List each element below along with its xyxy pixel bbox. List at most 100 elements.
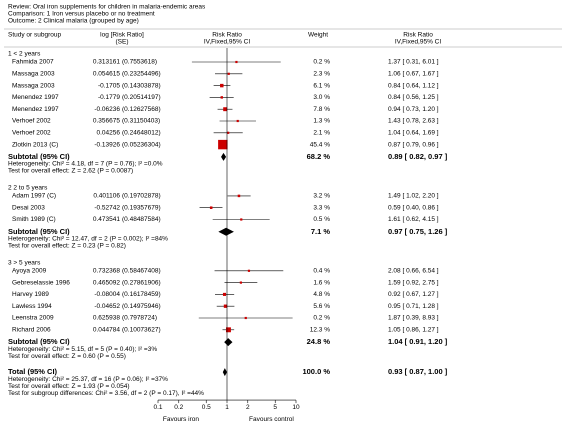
study-square <box>237 194 241 198</box>
x-tick-label: 0.2 <box>174 404 183 411</box>
study-square <box>223 304 228 308</box>
favours-right: Favours control <box>249 416 294 423</box>
study-square <box>240 218 243 221</box>
subtotal-weight: 7.1 % <box>311 227 331 236</box>
study-square <box>220 96 223 99</box>
log-rr: 0.356675 <box>93 118 120 125</box>
subtotal-risk-ratio: 1.04 [ 0.91, 1.20 ] <box>388 337 448 346</box>
se: (0.19357679) <box>122 204 161 211</box>
column-header: Weight <box>308 32 328 39</box>
subtotal-risk-ratio: 0.97 [ 0.75, 1.26 ] <box>388 227 448 236</box>
risk-ratio: 1.61 [ 0.62, 4.15 ] <box>388 216 439 223</box>
study-name: Massaga 2003 <box>12 82 55 89</box>
study-name: Harvey 1989 <box>12 291 49 298</box>
study-name: Zlotkin 2013 (C) <box>12 141 58 148</box>
column-header: IV,Fixed,95% CI <box>204 39 251 46</box>
heterogeneity: Heterogeneity: Chi² = 12.47, df = 2 (P =… <box>8 236 168 243</box>
column-header: Risk Ratio <box>212 32 242 39</box>
column-header: Study or subgroup <box>8 32 62 39</box>
study-name: Verhoef 2002 <box>12 130 51 137</box>
heterogeneity: Heterogeneity: Chi² = 25.37, df = 16 (P … <box>8 376 168 383</box>
outcome: Outcome: 2 Clinical malaria (grouped by … <box>8 18 139 25</box>
risk-ratio: 1.37 [ 0.31, 6.01 ] <box>388 59 439 66</box>
x-tick-label: 2 <box>246 404 250 411</box>
se: (0.23254496) <box>122 71 161 78</box>
se: (0.19702878) <box>122 193 161 200</box>
favours-left: Favours iron <box>163 416 200 423</box>
se: (0.7553618) <box>122 59 157 66</box>
study-name: Lawless 1994 <box>12 303 52 310</box>
se: (0.05236304) <box>122 141 161 148</box>
heterogeneity: Heterogeneity: Chi² = 5.15, df = 5 (P = … <box>8 346 157 353</box>
study-name: Adam 1997 (C) <box>12 193 56 200</box>
study-name: Verhoef 2002 <box>12 118 51 125</box>
risk-ratio: 1.04 [ 0.64, 1.69 ] <box>388 130 439 137</box>
log-rr: -0.13926 <box>94 141 120 148</box>
study-name: Smith 1989 (C) <box>12 216 56 223</box>
risk-ratio: 1.06 [ 0.67, 1.67 ] <box>388 71 439 78</box>
study-name: Desai 2003 <box>12 204 45 211</box>
study-square <box>244 316 247 320</box>
se: (0.14975946) <box>122 303 161 310</box>
study-name: Ayoya 2009 <box>12 268 47 275</box>
log-rr: 0.313161 <box>93 59 120 66</box>
column-header: (SE) <box>116 39 129 46</box>
study-square <box>247 269 251 272</box>
study-square <box>223 107 228 112</box>
risk-ratio: 1.59 [ 0.92, 2.75 ] <box>388 279 439 286</box>
comparison: Comparison: 1 Iron versus placebo or no … <box>8 11 155 18</box>
log-rr: -0.1779 <box>98 94 120 101</box>
risk-ratio: 1.49 [ 1.02, 2.20 ] <box>388 193 439 200</box>
risk-ratio: 0.84 [ 0.64, 1.12 ] <box>388 82 439 89</box>
risk-ratio: 0.59 [ 0.40, 0.86 ] <box>388 204 439 211</box>
total-label: Total (95% CI) <box>8 367 58 376</box>
log-rr: -0.52742 <box>94 204 120 211</box>
weight: 0.5 % <box>313 216 330 223</box>
weight: 45.4 % <box>310 141 330 148</box>
study-name: Massaga 2003 <box>12 71 55 78</box>
study-name: Menendez 1997 <box>12 106 59 113</box>
x-tick-label: 1 <box>225 404 229 411</box>
se: (0.58467408) <box>122 268 161 275</box>
study-square <box>220 83 224 88</box>
column-header: log [Risk Ratio] <box>100 32 144 39</box>
weight: 3.0 % <box>313 94 330 101</box>
log-rr: 0.732368 <box>93 268 120 275</box>
subgroup-label: 2 2 to 5 years <box>8 185 48 192</box>
weight: 0.4 % <box>313 268 330 275</box>
se: (0.12627568) <box>122 106 161 113</box>
log-rr: -0.1705 <box>98 82 120 89</box>
se: (0.14303878) <box>122 82 161 89</box>
study-name: Gebreselassie 1996 <box>12 279 70 286</box>
risk-ratio: 0.94 [ 0.73, 1.20 ] <box>388 106 439 113</box>
study-square <box>209 206 213 209</box>
risk-ratio: 1.43 [ 0.78, 2.63 ] <box>388 118 439 125</box>
overall-effect: Test for overall effect: Z = 2.62 (P = 0… <box>8 168 133 175</box>
review-title: Review: Oral iron supplements for childr… <box>8 4 206 11</box>
subgroup-label: 3 > 5 years <box>8 260 41 267</box>
subtotal-weight: 68.2 % <box>307 152 331 161</box>
study-square <box>227 72 230 75</box>
risk-ratio: 0.95 [ 0.71, 1.28 ] <box>388 303 439 310</box>
log-rr: 0.04256 <box>97 130 121 137</box>
study-square <box>236 119 239 123</box>
study-square <box>218 139 228 150</box>
summary-diamond <box>218 227 234 236</box>
overall-effect: Test for overall effect: Z = 0.60 (P = 0… <box>8 353 126 360</box>
study-square <box>222 292 227 296</box>
x-tick-label: 0.5 <box>202 404 211 411</box>
weight: 4.8 % <box>313 291 330 298</box>
se: (0.48487584) <box>122 216 161 223</box>
weight: 6.1 % <box>313 82 330 89</box>
summary-diamond <box>221 152 227 161</box>
log-rr: -0.08004 <box>94 291 120 298</box>
se: (0.16178459) <box>122 291 161 298</box>
risk-ratio: 2.08 [ 0.66, 6.54 ] <box>388 268 439 275</box>
subtotal-label: Subtotal (95% CI) <box>8 227 70 236</box>
risk-ratio: 1.87 [ 0.39, 8.93 ] <box>388 315 439 322</box>
log-rr: 0.473541 <box>93 216 120 223</box>
study-name: Menendez 1997 <box>12 94 59 101</box>
log-rr: -0.04652 <box>94 303 120 310</box>
risk-ratio: 0.92 [ 0.67, 1.27 ] <box>388 291 439 298</box>
subgroup-label: 1 < 2 years <box>8 51 41 58</box>
